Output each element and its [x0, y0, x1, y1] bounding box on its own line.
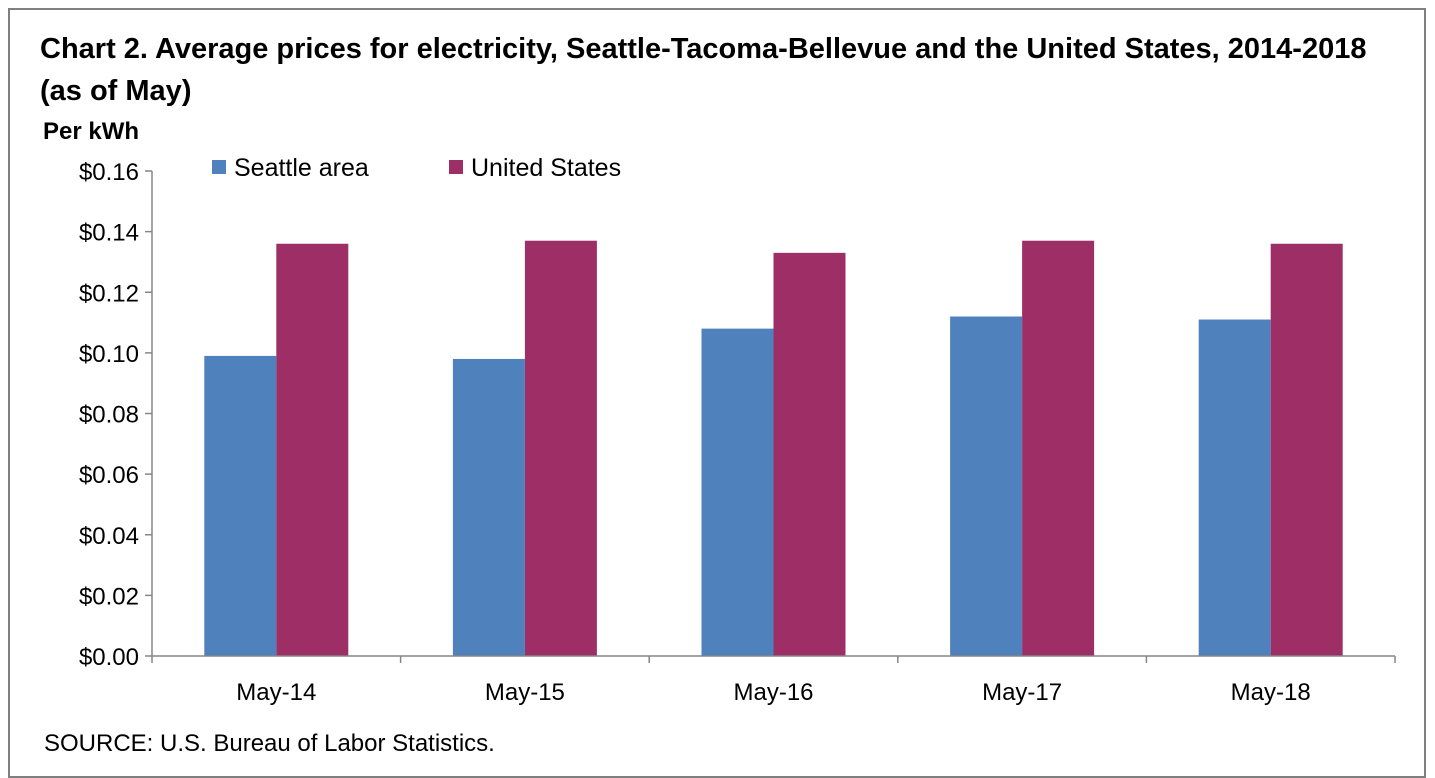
y-tick-label: $0.14 — [79, 220, 139, 247]
bar-united-states-may-17 — [1022, 240, 1095, 656]
legend-swatch-united-states — [449, 160, 463, 174]
bars-group — [204, 240, 1343, 656]
y-tick-label: $0.02 — [79, 583, 139, 610]
y-tick-label: $0.16 — [79, 159, 139, 186]
bar-seattle-may-14 — [204, 355, 277, 656]
y-tick-label: $0.10 — [79, 341, 139, 368]
y-axis-unit-label: Per kWh — [43, 118, 140, 145]
bar-seattle-may-15 — [452, 358, 525, 656]
legend-label-seattle: Seattle area — [234, 154, 369, 182]
source-note: SOURCE: U.S. Bureau of Labor Statistics. — [44, 730, 495, 757]
bar-united-states-may-16 — [773, 252, 846, 656]
bar-seattle-may-18 — [1198, 319, 1271, 656]
x-tick-label: May-18 — [1231, 679, 1311, 706]
y-tick-label: $0.00 — [79, 644, 139, 671]
y-tick-label: $0.04 — [79, 523, 139, 550]
chart-title: Chart 2. Average prices for electricity,… — [40, 33, 1367, 107]
bar-seattle-may-17 — [950, 316, 1023, 656]
y-tick-label: $0.12 — [79, 280, 139, 307]
bar-united-states-may-18 — [1270, 243, 1343, 656]
axes-group: $0.00 $0.02 $0.04 $0.06 $0.08 $0.10 $0.12 $0.14… — [79, 159, 1396, 706]
legend-swatch-seattle — [212, 160, 226, 174]
x-tick-label: May-15 — [485, 679, 565, 706]
legend-label-united-states: United States — [471, 154, 621, 182]
bar-united-states-may-15 — [524, 240, 597, 656]
legend: Seattle area United States — [212, 154, 621, 182]
x-tick-label: May-14 — [236, 679, 316, 706]
y-tick-label: $0.08 — [79, 402, 139, 429]
bar-seattle-may-16 — [701, 328, 774, 656]
x-tick-label: May-17 — [982, 679, 1062, 706]
y-tick-label: $0.06 — [79, 462, 139, 489]
bar-united-states-may-14 — [276, 243, 349, 656]
x-tick-label: May-16 — [733, 679, 813, 706]
